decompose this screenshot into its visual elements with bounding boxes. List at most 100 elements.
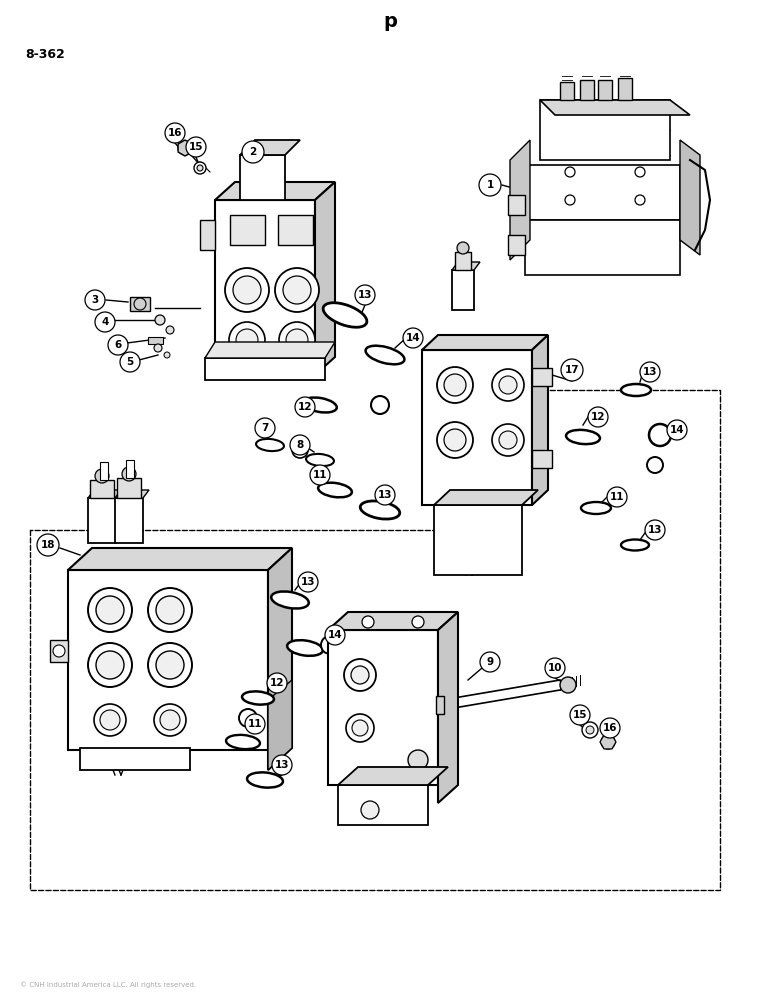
Bar: [508, 235, 525, 255]
Bar: [618, 78, 632, 100]
Circle shape: [194, 162, 206, 174]
Ellipse shape: [271, 591, 309, 609]
Ellipse shape: [366, 346, 405, 364]
Bar: [508, 195, 525, 215]
Polygon shape: [115, 490, 149, 498]
Text: 14: 14: [406, 333, 420, 343]
Circle shape: [122, 467, 136, 481]
Polygon shape: [452, 262, 480, 270]
Polygon shape: [268, 548, 292, 770]
Circle shape: [154, 704, 186, 736]
Circle shape: [298, 572, 318, 592]
Circle shape: [635, 167, 645, 177]
Text: 13: 13: [275, 760, 290, 770]
Circle shape: [120, 352, 140, 372]
Circle shape: [545, 658, 565, 678]
Bar: [436, 696, 444, 714]
Circle shape: [236, 329, 258, 351]
Text: 13: 13: [648, 525, 662, 535]
Circle shape: [290, 435, 310, 455]
Ellipse shape: [287, 640, 323, 656]
Bar: [338, 785, 428, 825]
Text: © CNH Industrial America LLC. All rights reserved.: © CNH Industrial America LLC. All rights…: [20, 982, 196, 988]
Circle shape: [295, 397, 315, 417]
Polygon shape: [434, 490, 538, 505]
Circle shape: [352, 720, 368, 736]
Bar: [540, 100, 670, 160]
Text: 17: 17: [564, 365, 579, 375]
Circle shape: [96, 651, 124, 679]
Text: 6: 6: [114, 340, 122, 350]
Text: 10: 10: [548, 663, 562, 673]
Circle shape: [647, 457, 663, 473]
Circle shape: [156, 651, 184, 679]
Circle shape: [560, 677, 576, 693]
Ellipse shape: [581, 502, 611, 514]
Bar: [580, 80, 594, 100]
Circle shape: [362, 616, 374, 628]
Ellipse shape: [303, 398, 337, 412]
Bar: [205, 358, 325, 380]
Circle shape: [108, 335, 128, 355]
Bar: [452, 270, 474, 310]
Text: 3: 3: [91, 295, 99, 305]
Circle shape: [154, 344, 162, 352]
Bar: [148, 337, 163, 344]
Ellipse shape: [242, 691, 274, 705]
Bar: [525, 220, 680, 275]
Circle shape: [85, 290, 105, 310]
Circle shape: [645, 520, 665, 540]
Polygon shape: [328, 612, 458, 630]
Circle shape: [601, 735, 615, 749]
Bar: [50, 640, 68, 662]
Circle shape: [351, 666, 369, 684]
Circle shape: [95, 469, 109, 483]
Circle shape: [444, 429, 466, 451]
Circle shape: [310, 465, 330, 485]
Circle shape: [375, 485, 395, 505]
Ellipse shape: [566, 430, 600, 444]
Text: 11: 11: [248, 719, 262, 729]
Circle shape: [239, 709, 257, 727]
Circle shape: [134, 298, 146, 310]
Circle shape: [292, 442, 308, 458]
Bar: [68, 570, 268, 750]
Bar: [455, 252, 471, 270]
Circle shape: [94, 704, 126, 736]
Circle shape: [607, 487, 627, 507]
Polygon shape: [268, 680, 292, 770]
Circle shape: [346, 714, 374, 742]
Circle shape: [225, 268, 269, 312]
Circle shape: [361, 801, 379, 819]
Text: 12: 12: [591, 412, 605, 422]
Circle shape: [275, 268, 319, 312]
Ellipse shape: [621, 540, 649, 550]
Circle shape: [279, 322, 315, 358]
Text: 2: 2: [249, 147, 256, 157]
Text: 16: 16: [168, 128, 182, 138]
Circle shape: [160, 710, 180, 730]
Polygon shape: [540, 100, 690, 115]
Circle shape: [649, 424, 671, 446]
Bar: [230, 215, 265, 245]
Circle shape: [412, 616, 424, 628]
Circle shape: [186, 137, 206, 157]
Polygon shape: [178, 140, 192, 156]
Circle shape: [286, 329, 308, 351]
Circle shape: [499, 431, 517, 449]
Circle shape: [457, 242, 469, 254]
Circle shape: [480, 652, 500, 672]
Polygon shape: [68, 548, 292, 570]
Circle shape: [600, 718, 620, 738]
Text: p: p: [383, 12, 397, 31]
Circle shape: [37, 534, 59, 556]
Bar: [80, 748, 190, 770]
Polygon shape: [525, 220, 690, 240]
Circle shape: [164, 352, 170, 358]
Bar: [126, 460, 134, 478]
Circle shape: [325, 625, 345, 645]
Bar: [598, 80, 612, 100]
Text: 15: 15: [188, 142, 203, 152]
Circle shape: [242, 141, 264, 163]
Text: 11: 11: [610, 492, 625, 502]
